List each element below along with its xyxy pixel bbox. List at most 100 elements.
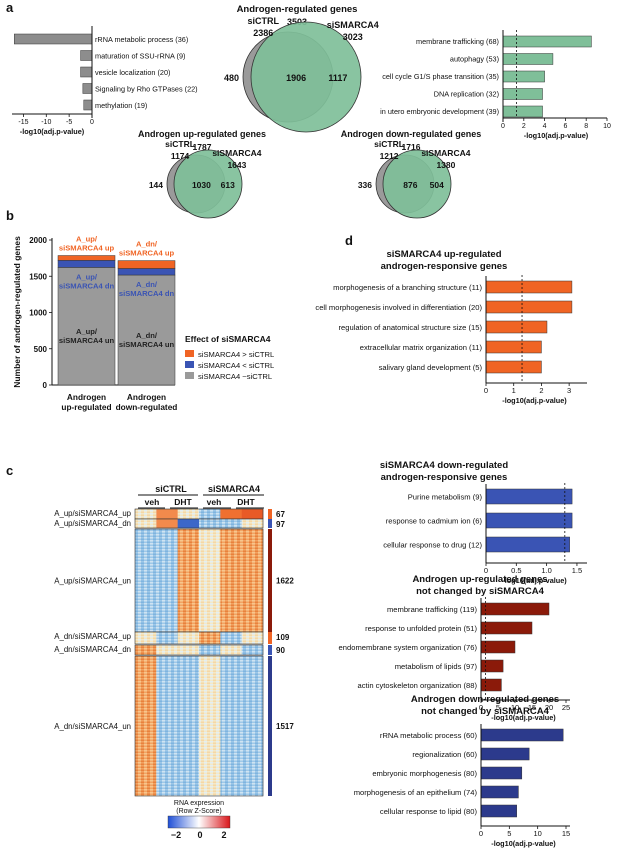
venn-right-label: siSMARCA4 [212, 148, 261, 158]
go-bar-label: Purine metabolism (9) [408, 493, 483, 502]
stack-unchanged [117, 274, 176, 386]
go-bar-label: salivary gland development (5) [379, 363, 483, 372]
go-bar [480, 602, 550, 616]
tick-label: 10 [603, 123, 611, 130]
heatmap-cell [135, 529, 157, 632]
chart-subtitle: androgen-responsive genes [381, 261, 508, 272]
go-bar-label: embryonic morphogenesis (80) [372, 769, 477, 778]
tick-label: 20 [545, 703, 553, 712]
stack-label-up: siSMARCA4 up [119, 249, 175, 258]
colorbar-tick: 2 [221, 830, 226, 840]
tick-label: 1.0 [541, 566, 551, 575]
go-bar [485, 280, 573, 294]
colorbar-tick: 0 [197, 830, 202, 840]
stack-unchanged [57, 267, 116, 386]
heatmap-cell [135, 632, 157, 644]
go-bar-label: metabolism of lipids (97) [395, 662, 478, 671]
stack-down [117, 268, 176, 276]
tick-label: 2 [539, 386, 543, 395]
axis-title: -log10(adj.p-value) [502, 576, 567, 585]
row-group-bar [268, 519, 272, 528]
panel-label-a: a [6, 0, 14, 15]
tick-label: 5 [496, 703, 500, 712]
go-bar [480, 678, 502, 692]
heatmap-cell [156, 519, 178, 528]
stack-label-unchanged: siSMARCA4 un [59, 336, 115, 345]
go-bar-label: cell morphogenesis involved in different… [315, 303, 482, 312]
legend-label: siSMARCA4 ~siCTRL [198, 372, 272, 381]
venn-right-only: 613 [221, 180, 235, 190]
go-bar [480, 747, 530, 761]
heatmap-cell [220, 632, 242, 644]
legend-swatch [185, 372, 194, 379]
tick-label: 0 [501, 123, 505, 130]
tick-label: 1 [512, 386, 516, 395]
bar-label: DNA replication (32) [434, 90, 499, 99]
go-bar [485, 300, 573, 314]
bar-label: cell cycle G1/S phase transition (35) [382, 72, 499, 81]
go-bar [480, 766, 523, 780]
go-bar [485, 512, 573, 529]
bar-label: autophagy (53) [450, 55, 499, 64]
bar-label: methylation (19) [95, 101, 147, 110]
heatmap-cell [220, 645, 242, 655]
bar-label: in utero embryonic development (39) [380, 107, 499, 116]
heatmap-cell [177, 632, 200, 644]
tick-label: 3 [567, 386, 571, 395]
go-bar-label: membrane trafficking (119) [387, 605, 478, 614]
heatmap-cell [241, 632, 264, 644]
heatmap-cell [156, 656, 178, 796]
stack-label-unchanged: siSMARCA4 un [119, 340, 175, 349]
go-bar [485, 488, 573, 505]
row-label: A_dn/siSMARCA4_up [54, 632, 131, 641]
colorbar-tick: −2 [171, 830, 181, 840]
venn-circle-siSMARCA4 [250, 21, 362, 133]
venn-left-total: 2386 [253, 28, 273, 38]
row-count: 109 [276, 633, 290, 642]
venn-left-only: 144 [149, 180, 163, 190]
row-group-bar [268, 509, 272, 519]
venn-right-total: 1380 [436, 160, 455, 170]
category-label: Androgen [127, 392, 166, 402]
bar-a-left [80, 50, 93, 61]
go-bar [480, 804, 517, 818]
venn-title: Androgen-regulated genes [237, 4, 358, 15]
go-bar-label: regulation of anatomical structure size … [338, 323, 482, 332]
go-bar [480, 621, 533, 635]
tick-label: 500 [34, 345, 48, 354]
row-label: A_dn/siSMARCA4_un [54, 722, 131, 731]
venn-circle-siSMARCA4 [173, 149, 243, 219]
venn-overlap: 1030 [192, 180, 211, 190]
stack-label-down: siSMARCA4 dn [119, 289, 175, 298]
heatmap-cell [220, 529, 242, 632]
heatmap-cell [177, 656, 200, 796]
bar-a-right [502, 53, 554, 65]
group-label-siCTRL: siCTRL [155, 484, 187, 494]
axis-title: -log10(adj.p-value) [491, 713, 556, 722]
row-count: 90 [276, 646, 285, 655]
venn-right-only: 1117 [328, 73, 347, 83]
bar-label: vesicle localization (20) [95, 68, 170, 77]
tick-label: 0 [479, 829, 483, 838]
go-bar [485, 360, 542, 374]
row-label: A_dn/siSMARCA4_dn [54, 645, 131, 654]
chart-subtitle: not changed by siSMARCA4 [421, 706, 549, 717]
venn-left-total: 1174 [171, 151, 190, 161]
tick-label: 10 [533, 829, 541, 838]
colorbar [167, 815, 231, 829]
tick-label: 15 [528, 703, 536, 712]
group-label-siSMARCA4: siSMARCA4 [208, 484, 260, 494]
row-label: A_up/siSMARCA4_dn [54, 519, 131, 528]
heatmap-cell [156, 645, 178, 655]
tick-label: -5 [66, 119, 72, 126]
heatmap-cell [135, 656, 157, 796]
bar-label: Signaling by Rho GTPases (22) [95, 85, 198, 94]
stack-label-unchanged: A_dn/ [136, 331, 158, 340]
bar-a-right [502, 70, 545, 83]
go-bar [480, 728, 564, 742]
row-group-bar [268, 632, 272, 644]
go-bar-label: response to cadmium ion (6) [386, 517, 483, 526]
tick-label: 0.5 [511, 566, 521, 575]
heatmap-cell [241, 519, 264, 528]
